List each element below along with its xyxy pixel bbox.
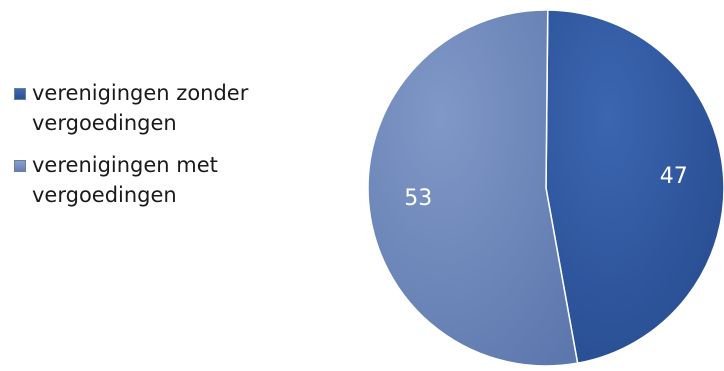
pie-data-labels: 47 53 [404, 164, 687, 211]
chart-legend: verenigingen zonder vergoedingen verenig… [14, 78, 314, 222]
legend-label-zonder: verenigingen zonder vergoedingen [32, 81, 249, 135]
data-label-zonder: 47 [660, 164, 688, 189]
pie-slice-zonder [545, 9, 724, 365]
data-label-met: 53 [404, 186, 432, 211]
pie-slices [367, 9, 724, 367]
legend-swatch-met [14, 160, 26, 172]
legend-entry-zonder: verenigingen zonder vergoedingen [14, 78, 314, 138]
legend-label-met: verenigingen met vergoedingen [32, 153, 218, 207]
pie-slice-met [367, 9, 579, 367]
legend-entry-met: verenigingen met vergoedingen [14, 150, 314, 210]
legend-swatch-zonder [14, 88, 26, 100]
